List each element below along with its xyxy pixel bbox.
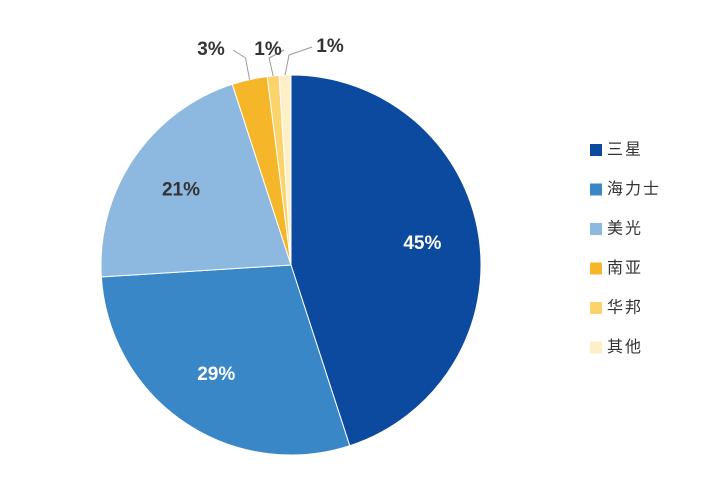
legend-label: 海力士 (607, 179, 661, 198)
pie-slice (100, 83, 292, 278)
leader-line (232, 49, 251, 80)
leader-line (268, 49, 285, 76)
leader-line (284, 46, 313, 76)
legend-swatch (590, 341, 602, 354)
slice-label: 21% (162, 179, 200, 200)
slice-label: 1% (316, 36, 344, 57)
legend-swatch (590, 144, 602, 156)
slice-label: 45% (403, 233, 441, 254)
legend-swatch (590, 302, 602, 314)
slice-label: 3% (197, 39, 225, 60)
pie-slice (290, 74, 482, 447)
slice-label: 1% (254, 39, 282, 60)
legend-label: 美光 (607, 219, 643, 238)
legend-label: 南亚 (607, 258, 643, 277)
slice-label: 29% (197, 364, 235, 385)
legend-label: 华邦 (607, 298, 643, 317)
legend-swatch (590, 183, 602, 196)
pie-slice (100, 264, 351, 456)
legend-label: 三星 (607, 140, 643, 159)
legend-label: 其他 (607, 337, 643, 356)
legend-swatch (590, 223, 602, 235)
legend-swatch (590, 262, 602, 275)
